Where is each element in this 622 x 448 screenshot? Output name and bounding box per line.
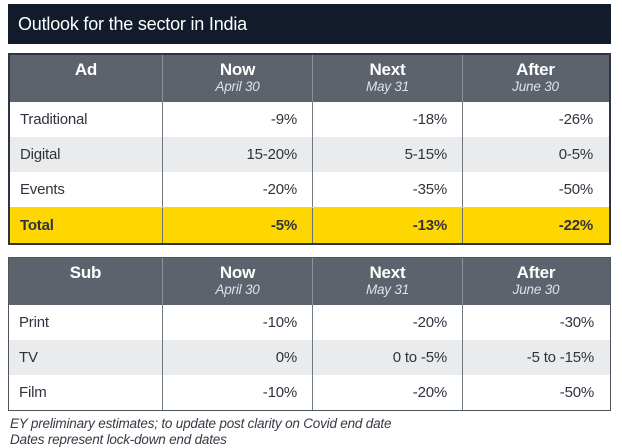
header-cell-next: Next May 31 (312, 55, 462, 102)
header-cell-ad: Ad (10, 55, 162, 102)
row-value: -18% (312, 102, 462, 137)
row-value: -30% (462, 305, 609, 340)
column-header-date: April 30 (215, 281, 260, 297)
table-row-digital: Digital 15-20% 5-15% 0-5% (10, 137, 609, 172)
row-value: -50% (462, 172, 608, 207)
column-header-date: May 31 (365, 281, 410, 297)
row-label: TV (19, 349, 38, 366)
row-value: 15-20% (162, 137, 312, 172)
table-row-print: Print -10% -20% -30% (9, 305, 610, 340)
ad-outlook-table: Ad Now April 30 Next May 31 After June 3… (8, 53, 611, 245)
row-value: -10% (162, 305, 312, 340)
row-value: -5 to -15% (462, 340, 609, 375)
row-value: -26% (462, 102, 608, 137)
column-header-label: Next (369, 263, 406, 283)
row-value: -9% (162, 102, 312, 137)
column-header-date: May 31 (365, 78, 410, 94)
footnotes: EY preliminary estimates; to update post… (10, 416, 611, 448)
row-value: -10% (162, 375, 312, 410)
column-header-date: June 30 (512, 281, 560, 297)
row-value: -20% (162, 172, 312, 207)
header-cell-sub: Sub (9, 258, 162, 305)
row-value: 5-15% (312, 137, 462, 172)
table-header-row: Ad Now April 30 Next May 31 After June 3… (10, 55, 609, 102)
page-title: Outlook for the sector in India (18, 13, 247, 34)
column-header-label: After (516, 263, 556, 283)
column-header-label: Now (219, 263, 256, 283)
column-header-label: Now (219, 60, 256, 80)
row-value: -5% (162, 208, 312, 243)
table-header-row: Sub Now April 30 Next May 31 After June … (9, 258, 610, 305)
row-value: -13% (312, 208, 462, 243)
table-row-film: Film -10% -20% -50% (9, 375, 610, 410)
column-header-date: June 30 (512, 78, 559, 94)
row-label: Traditional (20, 111, 88, 128)
row-label: Print (19, 314, 49, 331)
row-label: Digital (20, 146, 61, 163)
header-cell-after: After June 30 (462, 55, 608, 102)
table-row-total: Total -5% -13% -22% (10, 207, 609, 243)
row-label: Events (20, 181, 65, 198)
footnote-line: Dates represent lock-down end dates (10, 432, 227, 447)
column-header-date: April 30 (215, 78, 260, 94)
row-label: Film (19, 384, 47, 401)
row-value: -20% (312, 375, 462, 410)
column-header-label: Sub (69, 263, 102, 283)
header-cell-now: Now April 30 (162, 55, 312, 102)
title-bar: Outlook for the sector in India (8, 4, 611, 44)
row-value: -50% (462, 375, 609, 410)
header-cell-next: Next May 31 (312, 258, 462, 305)
column-header-label: Ad (74, 60, 98, 80)
row-value: 0% (162, 340, 312, 375)
sub-outlook-table: Sub Now April 30 Next May 31 After June … (8, 257, 611, 411)
row-label: Total (20, 217, 54, 234)
row-value: 0 to -5% (312, 340, 462, 375)
row-value: 0-5% (462, 137, 608, 172)
table-row-events: Events -20% -35% -50% (10, 172, 609, 207)
row-value: -22% (462, 208, 608, 243)
footnote-line: EY preliminary estimates; to update post… (10, 416, 392, 431)
table-row-traditional: Traditional -9% -18% -26% (10, 102, 609, 137)
row-value: -35% (312, 172, 462, 207)
column-header-label: After (516, 60, 555, 80)
header-cell-now: Now April 30 (162, 258, 312, 305)
table-row-tv: TV 0% 0 to -5% -5 to -15% (9, 340, 610, 375)
column-header-label: Next (369, 60, 406, 80)
header-cell-after: After June 30 (462, 258, 609, 305)
row-value: -20% (312, 305, 462, 340)
